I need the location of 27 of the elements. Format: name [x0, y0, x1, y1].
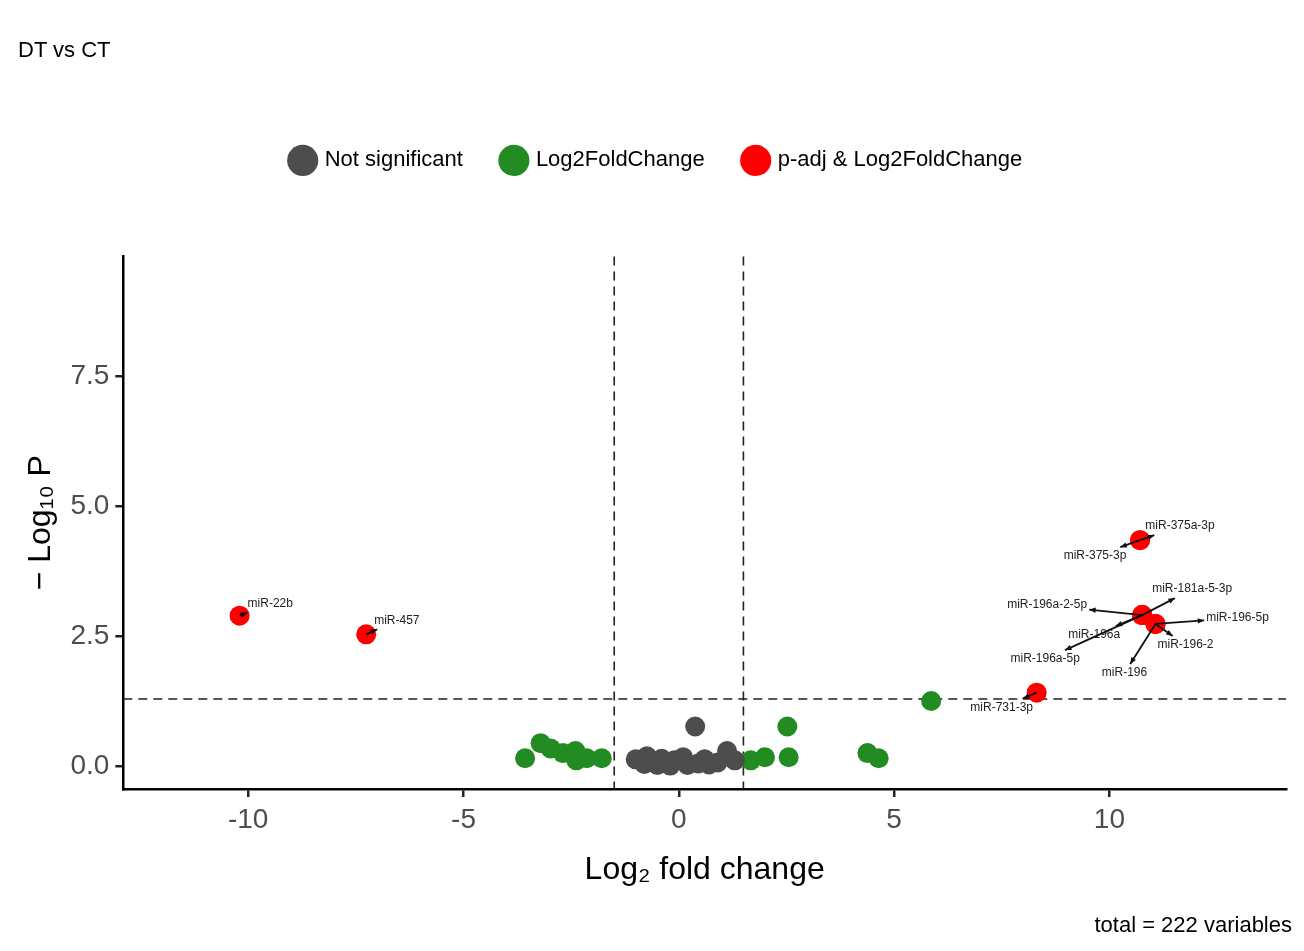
text: total = 222 variables: [1094, 912, 1292, 938]
legend-label: p-adj & Log2FoldChange: [777, 146, 1023, 172]
y-tick-label: 5.0: [70, 489, 110, 521]
x-tick-label: 10: [1093, 802, 1126, 834]
annotation: miR-196: [1101, 665, 1148, 680]
annotation: miR-22b: [247, 595, 294, 610]
x-axis-title: Log₂ fold change: [584, 849, 825, 886]
y-tick-label: 7.5: [70, 358, 110, 390]
annotation: miR-196-2: [1157, 637, 1214, 652]
annotation: miR-375-3p: [1063, 548, 1127, 563]
annotation: miR-731-3p: [970, 700, 1034, 714]
x-tick-label: -5: [451, 802, 476, 834]
x-tick-label: 5: [886, 802, 902, 834]
chart-title: DT vs CT: [18, 37, 111, 63]
annotation: miR-196-5p: [1206, 610, 1270, 625]
x-tick-label: 0: [671, 802, 687, 834]
legend-label: Log2FoldChange: [535, 146, 705, 172]
annotation: miR-196a-5p: [1010, 651, 1081, 666]
y-tick-label: 2.5: [70, 619, 110, 651]
annotation: miR-375a-3p: [1145, 518, 1216, 533]
annotation: miR-181a-5-3p: [1152, 581, 1233, 596]
x-tick-label: -10: [227, 802, 269, 834]
y-tick-label: 0.0: [70, 749, 110, 781]
annotation: miR-196a-2-5p: [1007, 597, 1088, 612]
annotation: miR-457: [374, 612, 420, 627]
y-axis-title: − Log₁₀ P: [21, 455, 58, 591]
legend-label: Not significant: [324, 146, 463, 172]
